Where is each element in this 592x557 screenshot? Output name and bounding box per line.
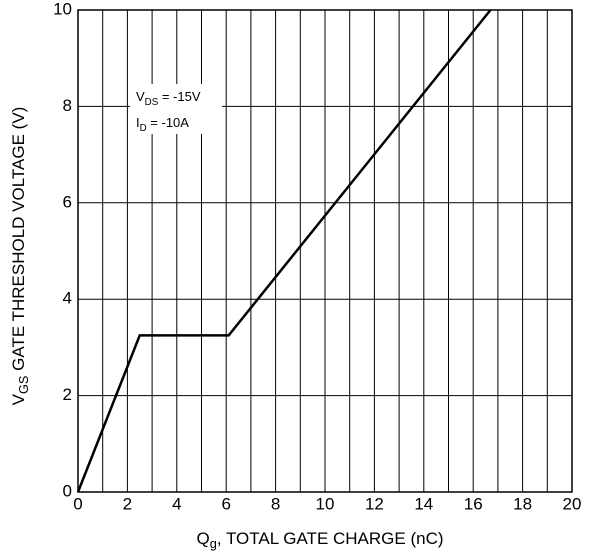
x-tick-label: 12 xyxy=(365,494,384,513)
y-tick-label: 8 xyxy=(63,96,72,115)
annotation-sub: DS xyxy=(145,96,159,107)
annotation: ID = -10A xyxy=(136,115,189,133)
x-tick-label: 16 xyxy=(464,494,483,513)
annotation-main: I xyxy=(136,115,140,130)
y-tick-label: 0 xyxy=(63,481,72,500)
plot-frame xyxy=(77,9,573,493)
y-axis-label-sub: GS xyxy=(16,376,31,394)
x-tick-label: 10 xyxy=(316,494,335,513)
x-tick-label: 4 xyxy=(172,494,181,513)
x-tick-label: 0 xyxy=(73,494,82,513)
y-tick-label: 6 xyxy=(63,192,72,211)
annotation-sub: D xyxy=(140,122,147,133)
data-line xyxy=(76,9,492,493)
x-tick-label: 20 xyxy=(563,494,582,513)
y-axis-label: VGS GATE THRESHOLD VOLTAGE (V) xyxy=(9,107,31,406)
x-axis-label: Qg, TOTAL GATE CHARGE (nC) xyxy=(196,529,443,551)
x-axis-label-main: Q xyxy=(196,529,209,548)
x-axis-label-rest: , TOTAL GATE CHARGE (nC) xyxy=(217,529,444,548)
x-tick-label: 2 xyxy=(123,494,132,513)
annotation-rest: = -10A xyxy=(147,115,190,130)
annotation-rest: = -15V xyxy=(158,89,201,104)
y-tick-label: 10 xyxy=(53,0,72,18)
x-tick-label: 18 xyxy=(513,494,532,513)
x-tick-label: 8 xyxy=(271,494,280,513)
annotation-main: V xyxy=(136,89,145,104)
annotation-bg xyxy=(130,84,222,134)
x-tick-label: 6 xyxy=(221,494,230,513)
annotation: VDS = -15V xyxy=(136,89,201,107)
y-axis-label-main: V xyxy=(9,393,28,405)
y-tick-label: 2 xyxy=(63,385,72,404)
x-tick-label: 14 xyxy=(414,494,433,513)
y-tick-label: 4 xyxy=(63,289,72,308)
y-axis-label-rest: GATE THRESHOLD VOLTAGE (V) xyxy=(9,107,28,376)
x-axis-label-sub: g xyxy=(210,536,217,551)
